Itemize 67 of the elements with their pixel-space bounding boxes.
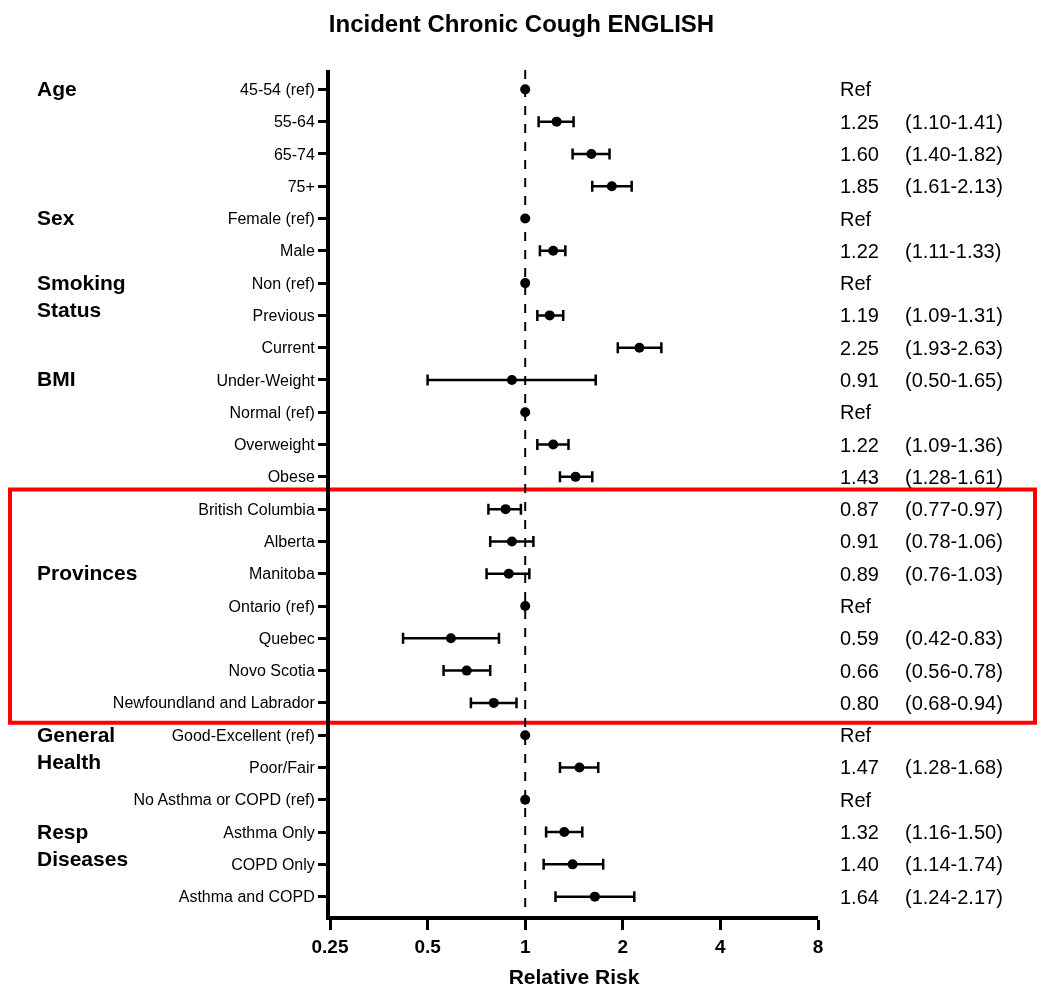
y-tick-label: COPD Only [231,855,315,873]
x-tick-label: 0.25 [311,935,349,957]
y-tick-label: British Columbia [198,500,315,518]
text: 0.87 (0.77-0.97) [840,498,1003,520]
y-tick-label: Current [261,339,316,357]
y-tick-label: 55-64 [273,113,315,131]
x-tick-label: 0.5 [414,935,442,957]
x-tick-label: 8 [812,935,824,957]
y-tick-label: Normal (ref) [229,403,315,421]
x-tick-label: 1 [519,935,531,957]
text: 0.89 (0.76-1.03) [840,563,1003,585]
y-tick-label: Non (ref) [251,274,315,292]
text: 1.25 (1.10-1.41) [840,111,1003,133]
y-tick-label: Novo Scotia [228,662,315,680]
x-axis-title: Relative Risk [508,965,640,989]
text: 1.22 (1.09-1.36) [840,434,1003,456]
text: 1.85 (1.61-2.13) [840,175,1003,197]
y-tick-label: Manitoba [248,565,315,583]
y-tick-label: Alberta [264,533,315,551]
y-tick-label: 45-54 (ref) [240,80,315,98]
y-tick-label: Quebec [258,629,315,647]
text: 0.80 (0.68-0.94) [840,692,1003,714]
text: Ref [840,208,872,230]
text: 0.91 (0.50-1.65) [840,369,1003,391]
y-tick-label: Poor/Fair [249,759,316,777]
y-tick-label: No Asthma or COPD (ref) [133,791,315,809]
y-tick-label: 65-74 [273,145,315,163]
text: 1.19 (1.09-1.31) [840,304,1003,326]
text: 1.64 (1.24-2.17) [840,886,1003,908]
y-tick-label: Asthma and COPD [178,888,315,906]
y-tick-label: Female (ref) [227,210,315,228]
y-tick-label: Newfoundland and Labrador [112,694,316,712]
text: 1.47 (1.28-1.68) [840,756,1003,778]
y-tick-label: Previous [252,307,315,324]
text: General Health [37,723,116,774]
text: Resp Diseases [37,820,129,871]
text: Provinces [37,561,138,584]
text: 2.25 (1.93-2.63) [840,337,1003,359]
x-tick-label: 2 [617,935,629,957]
text: 0.66 (0.56-0.78) [840,660,1003,682]
text: 1.22 (1.11-1.33) [840,240,1002,262]
chart-title: Incident Chronic Cough ENGLISH [328,9,715,37]
y-tick-label: Male [280,242,315,260]
text: BMI [37,367,76,390]
text: Ref [840,401,872,423]
y-tick-label: Overweight [233,436,316,454]
text: Smoking Status [37,271,126,322]
text: 1.32 (1.16-1.50) [840,821,1003,843]
text: 1.40 (1.14-1.74) [840,853,1003,875]
text: Age [37,77,77,100]
text: Sex [37,206,75,229]
y-tick-label: Ontario (ref) [228,597,315,615]
text: Ref [840,595,872,617]
text: Ref [840,272,872,294]
text: 1.60 (1.40-1.82) [840,143,1003,165]
y-tick-label: Asthma Only [223,823,315,841]
text: Ref [840,789,872,811]
text: 1.43 (1.28-1.61) [840,466,1003,488]
text: 0.59 (0.42-0.83) [840,627,1003,649]
text: 0.91 (0.78-1.06) [840,530,1003,552]
y-tick-label: Under-Weight [216,371,316,389]
y-tick-label: Obese [267,468,315,486]
x-tick-label: 4 [715,935,727,957]
y-tick-label: Good-Excellent (ref) [171,726,315,744]
text: Ref [840,78,872,100]
text: Ref [840,724,872,746]
y-tick-label: 75+ [287,177,315,195]
